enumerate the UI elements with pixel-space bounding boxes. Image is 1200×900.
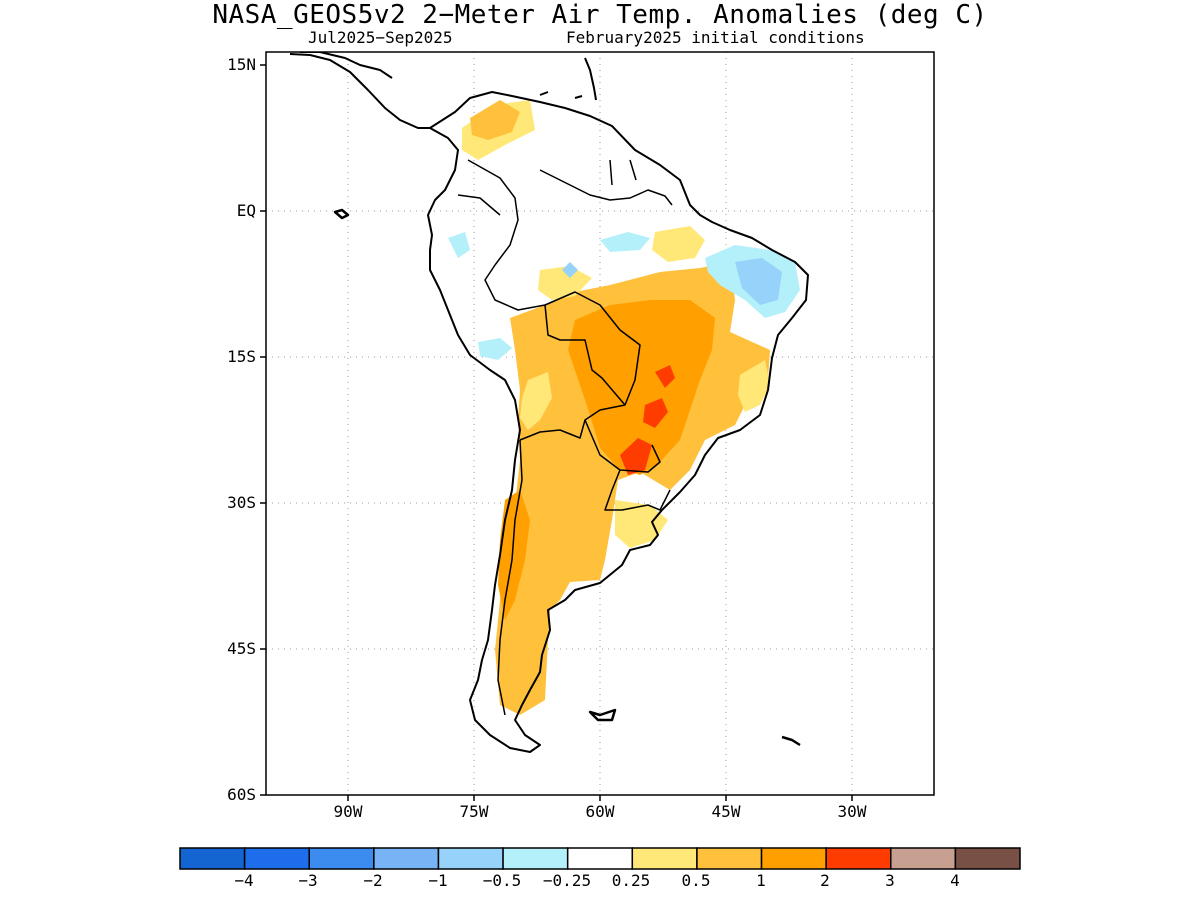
anomaly-region-neg-0.25-c — [478, 338, 512, 360]
lat-label-30s: 30S — [227, 493, 256, 512]
anomaly-region-1-to-2-north — [470, 100, 520, 140]
colorbar-swatch — [631, 847, 698, 870]
galapagos-islands — [333, 208, 350, 220]
colorbar-swatch — [566, 847, 634, 870]
anomaly-region-2-to-3-south — [498, 490, 530, 620]
lat-label-15s: 15S — [227, 347, 256, 366]
anomaly-region-neg-0.5-b — [562, 262, 578, 278]
anomaly-region-0.5-to-1-c — [615, 500, 668, 548]
anomaly-region-3-plus-c — [655, 365, 675, 388]
colorbar-swatch — [243, 847, 310, 870]
anomaly-region-neg-0.25-b — [600, 232, 650, 252]
forecast-period: Jul2025−Sep2025 — [308, 28, 453, 47]
initial-conditions: February2025 initial conditions — [566, 28, 865, 47]
colorbar-swatch — [954, 847, 1021, 870]
anomaly-region-0.5-to-1-e — [538, 266, 592, 300]
lon-label-45w: 45W — [711, 802, 741, 821]
colorbar-swatch — [437, 847, 504, 870]
colorbar-label: −3 — [298, 871, 318, 890]
central-america-coastline — [289, 52, 430, 129]
colorbar-label: −2 — [363, 871, 383, 890]
colorbar-label: 3 — [885, 871, 895, 890]
anomaly-region-neg-0.25-d — [448, 232, 470, 258]
colorbar-label: 1 — [756, 871, 766, 890]
colorbar-swatch — [696, 847, 763, 870]
lon-label-90w: 90W — [333, 802, 363, 821]
falkland-islands — [588, 708, 617, 722]
lat-label-45s: 45S — [227, 639, 256, 658]
colorbar-label: −0.25 — [542, 871, 592, 890]
colorbar-swatch — [179, 847, 246, 870]
anomaly-region-0.5-to-1-d — [652, 226, 705, 262]
coastlines — [289, 52, 809, 753]
colorbar-label: −1 — [428, 871, 448, 890]
colorbar-label: 4 — [950, 871, 960, 890]
colorbar-swatch — [308, 847, 375, 870]
lon-label-30w: 30W — [837, 802, 867, 821]
lat-label-60s: 60S — [227, 785, 256, 804]
country-borders — [457, 159, 673, 716]
lat-label-eq: EQ — [236, 201, 256, 220]
south-georgia — [781, 735, 801, 747]
anomaly-fields — [448, 100, 800, 715]
anomaly-region-3-plus-a — [620, 438, 652, 475]
lon-label-75w: 75W — [459, 802, 489, 821]
lat-label-15n: 15N — [227, 55, 256, 74]
colorbar-label: −4 — [234, 871, 254, 890]
anomaly-region-0.5-to-1-b — [738, 360, 770, 412]
map-layer — [266, 52, 934, 795]
colorbar-label: 0.25 — [611, 871, 651, 890]
colorbar-swatch — [502, 847, 569, 870]
colorbar-swatch — [825, 847, 892, 870]
axis-ticks — [260, 64, 853, 801]
south-america-coastline — [427, 91, 809, 753]
colorbar-swatch — [890, 847, 957, 870]
colorbar-label: −0.5 — [482, 871, 522, 890]
anomaly-region-neg-0.5-a — [735, 258, 782, 305]
chart-title: NASA_GEOS5v2 2−Meter Air Temp. Anomalies… — [212, 0, 988, 30]
lon-label-60w: 60W — [585, 802, 615, 821]
colorbar-label: 0.5 — [681, 871, 711, 890]
anomaly-region-2-to-3 — [568, 300, 715, 475]
colorbar-label: 2 — [820, 871, 830, 890]
caribbean-islands — [539, 57, 597, 101]
colorbar-swatch — [373, 847, 440, 870]
colorbar — [179, 847, 1021, 870]
colorbar-swatch — [760, 847, 827, 870]
anomaly-region-0.5-to-1-a — [520, 372, 552, 430]
anomaly-region-3-plus-b — [643, 398, 668, 428]
